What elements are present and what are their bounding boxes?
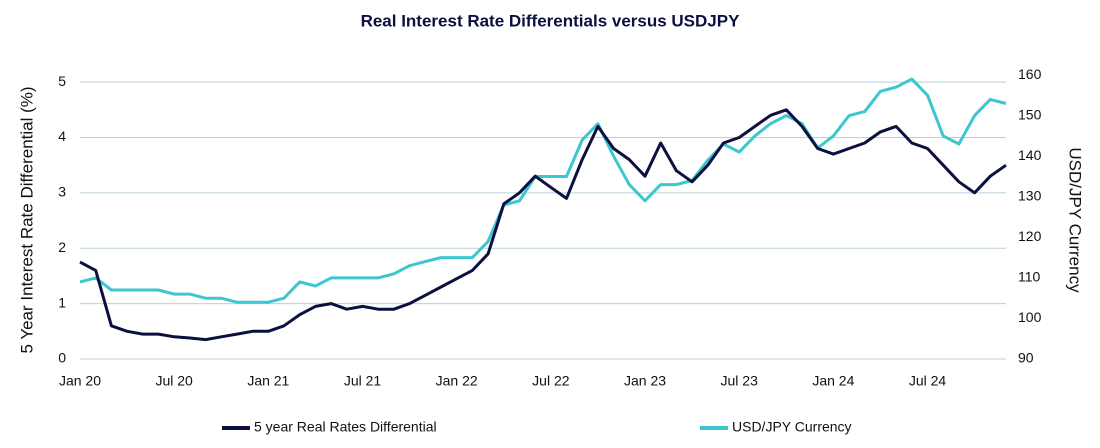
y2-tick-label: 150 xyxy=(1018,106,1042,122)
y2-tick-label: 120 xyxy=(1018,228,1042,244)
legend-label: 5 year Real Rates Differential xyxy=(254,419,437,435)
x-tick-label: Jan 20 xyxy=(59,373,101,389)
y-tick-label: 2 xyxy=(58,239,66,255)
x-tick-label: Jul 23 xyxy=(721,373,759,389)
y-tick-label: 0 xyxy=(58,350,66,366)
x-tick-label: Jul 24 xyxy=(909,373,947,389)
y-axis-title: 5 Year Interest Rate Differential (%) xyxy=(17,86,36,353)
x-tick-label: Jul 21 xyxy=(344,373,382,389)
x-tick-label: Jan 22 xyxy=(436,373,478,389)
legend-label: USD/JPY Currency xyxy=(732,419,852,435)
y2-tick-label: 140 xyxy=(1018,147,1042,163)
y-tick-label: 4 xyxy=(58,128,66,144)
y2-tick-label: 130 xyxy=(1018,187,1042,203)
y-tick-label: 3 xyxy=(58,184,66,200)
series-line xyxy=(79,108,1007,342)
y2-tick-label: 90 xyxy=(1018,350,1034,366)
x-tick-label: Jan 23 xyxy=(624,373,666,389)
y2-tick-label: 160 xyxy=(1018,66,1042,82)
y2-tick-label: 100 xyxy=(1018,309,1042,325)
x-tick-label: Jan 21 xyxy=(247,373,289,389)
y2-axis-title: USD/JPY Currency xyxy=(1066,147,1085,293)
chart-title: Real Interest Rate Differentials versus … xyxy=(361,11,741,30)
y-tick-label: 5 xyxy=(58,73,66,89)
x-tick-label: Jul 20 xyxy=(155,373,193,389)
x-tick-label: Jan 24 xyxy=(812,373,854,389)
y-tick-label: 1 xyxy=(58,294,66,310)
y2-tick-label: 110 xyxy=(1018,269,1041,285)
series-line xyxy=(79,77,1007,304)
x-tick-label: Jul 22 xyxy=(532,373,570,389)
